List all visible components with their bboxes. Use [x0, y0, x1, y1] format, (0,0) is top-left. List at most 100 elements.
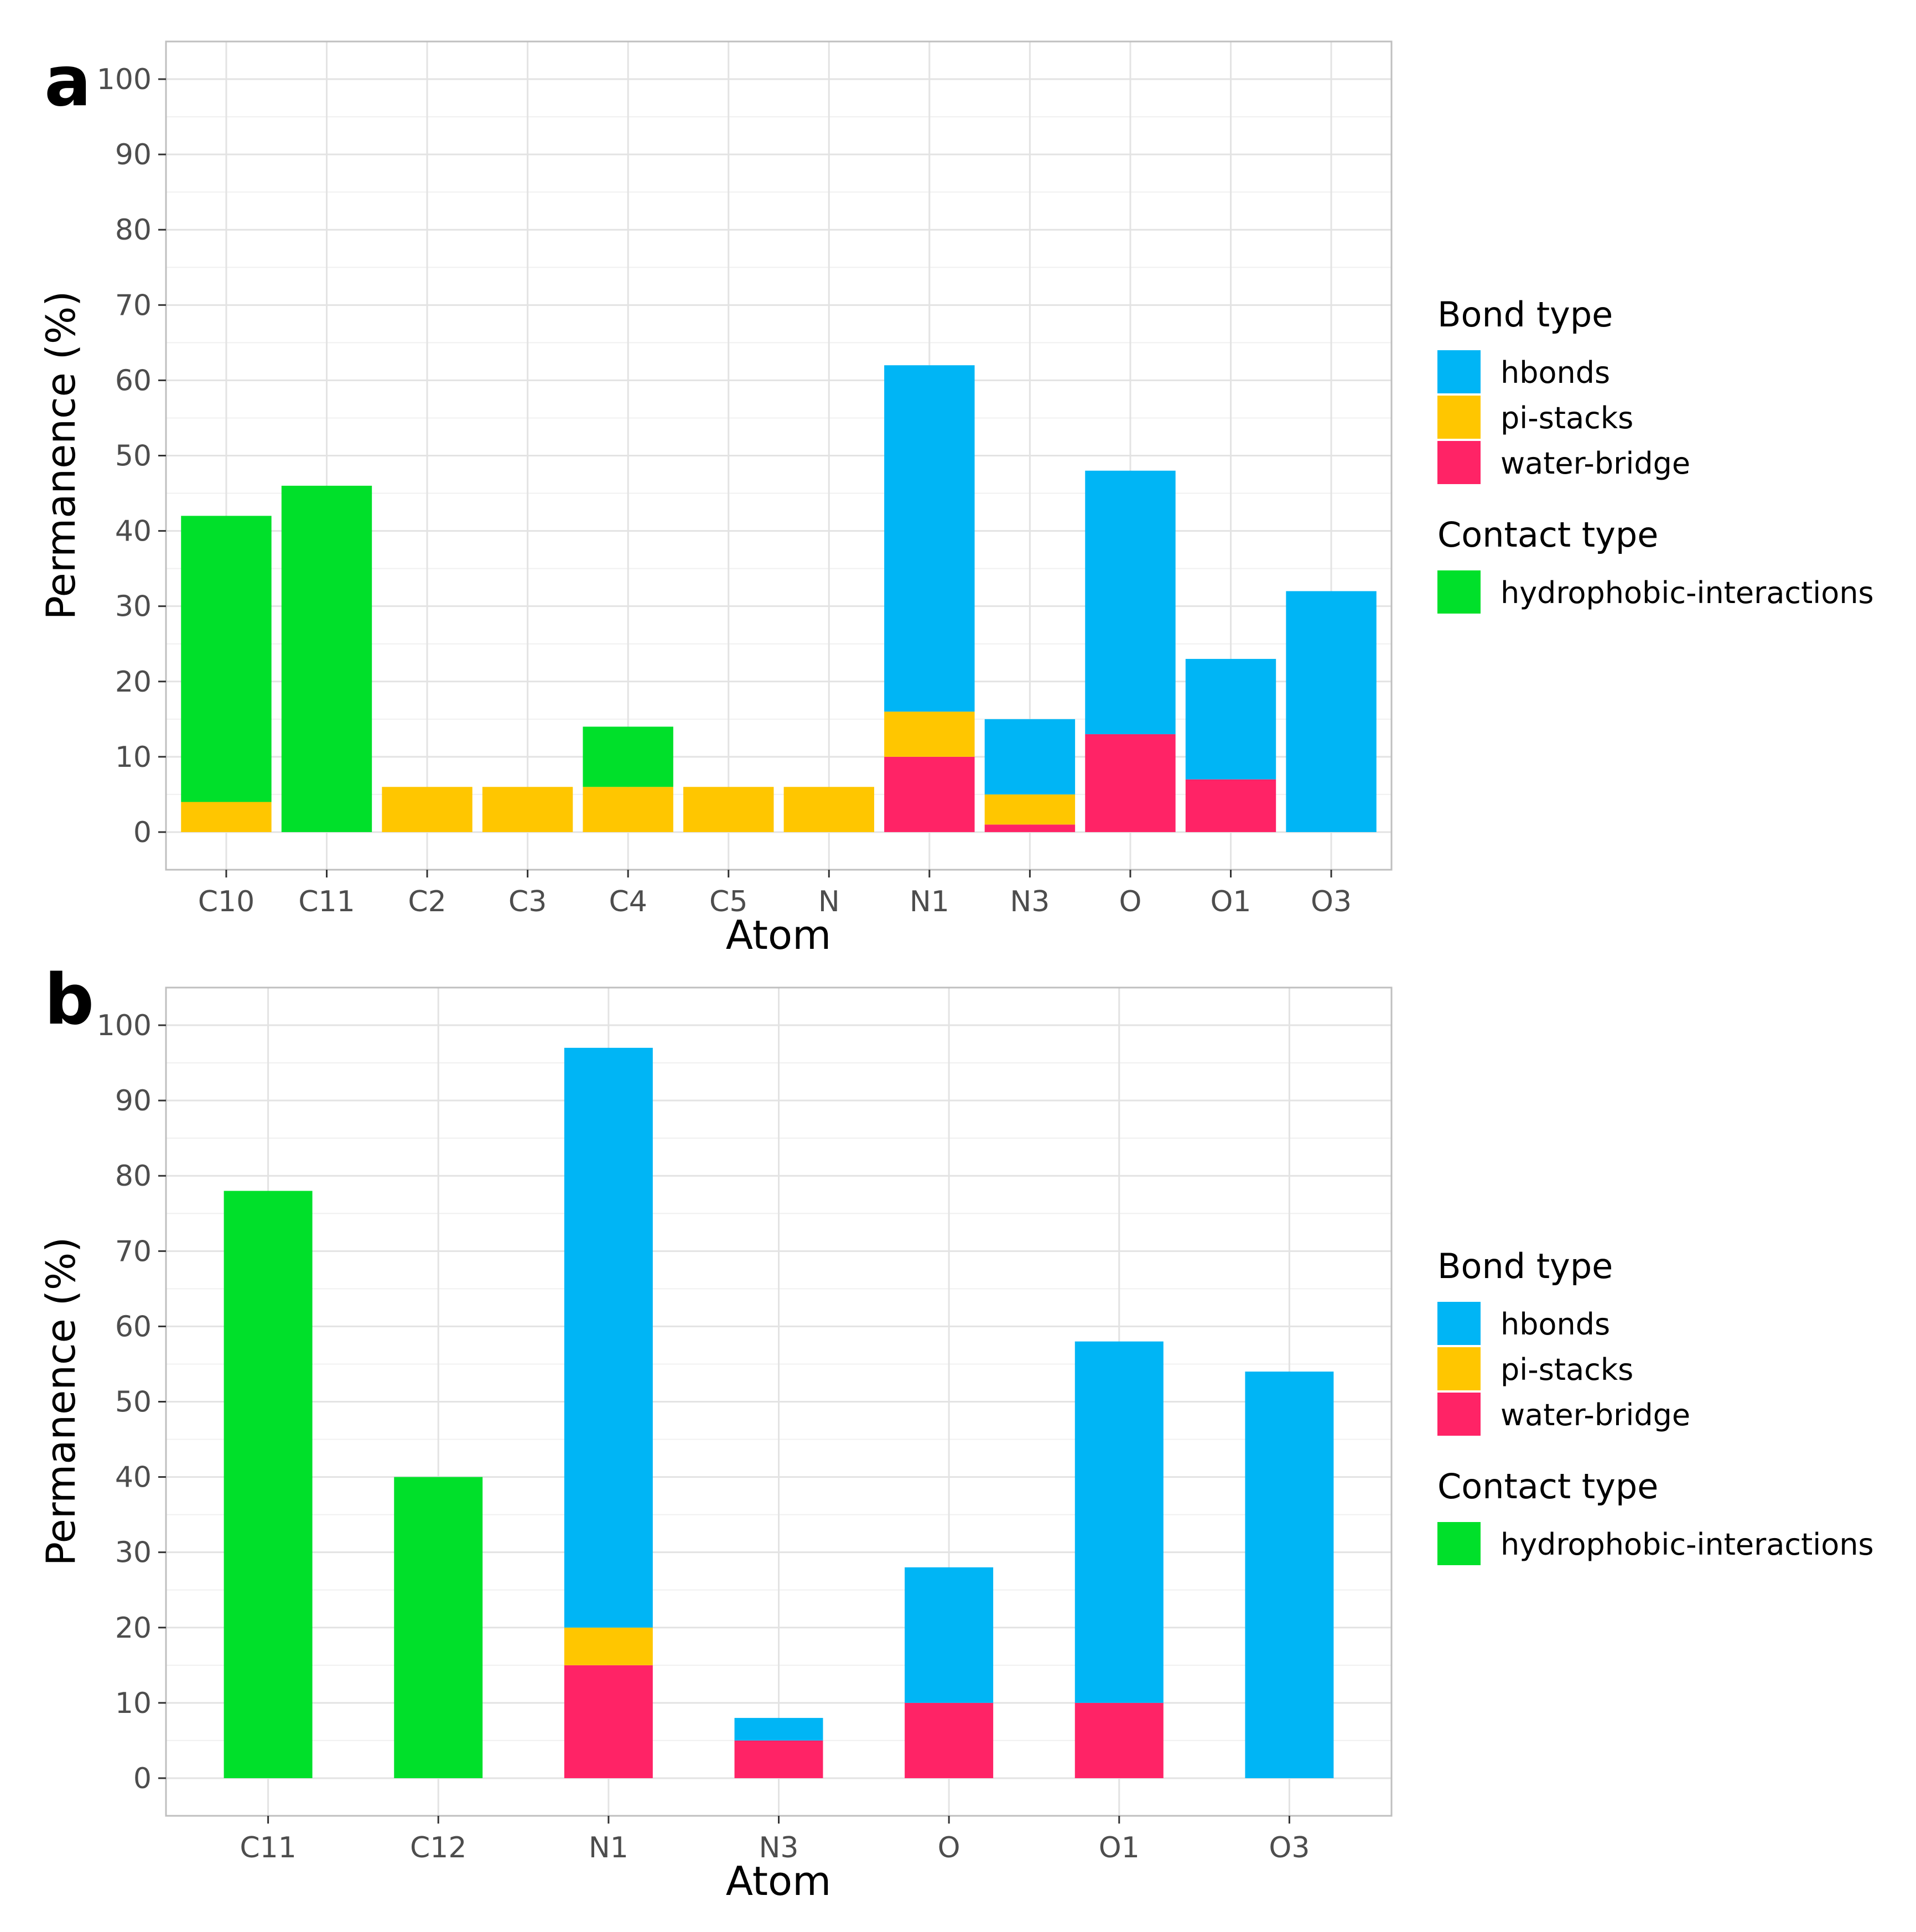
bar-N-pi-stacks: [783, 787, 874, 832]
bar-O1-hbonds: [1074, 1341, 1164, 1703]
bar-C10-hydrophobic-interactions: [181, 516, 272, 802]
bar-O1-water-bridge: [1074, 1702, 1164, 1778]
panel-b-legend-key-hbonds: [1437, 1302, 1481, 1345]
bar-N3-water-bridge: [984, 824, 1076, 832]
bar-N1-hbonds: [564, 1047, 653, 1628]
panel-b-legend-contact-title: Contact type: [1437, 1466, 1658, 1507]
x-tick-label: O: [1119, 885, 1141, 918]
panel-b-legend-label-hydrophobic: hydrophobic-interactions: [1500, 1527, 1874, 1562]
y-tick-label: 80: [115, 214, 152, 247]
y-tick-label: 10: [115, 1687, 152, 1720]
panel-a-legend-label-pi-stacks: pi-stacks: [1500, 401, 1633, 435]
panel-a-legend-key-hbonds: [1437, 350, 1481, 393]
panel-b-legend-label-pi-stacks: pi-stacks: [1500, 1352, 1633, 1387]
x-tick-label: C4: [609, 885, 647, 918]
x-tick-label: C12: [410, 1831, 466, 1865]
panel-a-legend-label-hydrophobic: hydrophobic-interactions: [1500, 575, 1874, 610]
x-tick-label: C11: [240, 1831, 296, 1865]
panel-a-x-ticks: C10 C11 C2 C3 C4 C5 N N1 N3 O O1 O3: [198, 870, 1352, 918]
y-tick-label: 30: [115, 1536, 152, 1570]
panel-b-legend-key-pi-stacks: [1437, 1347, 1481, 1390]
panel-b-legend-label-hbonds: hbonds: [1500, 1307, 1610, 1342]
panel-b-legend-label-water-bridge: water-bridge: [1500, 1398, 1690, 1432]
panel-b-bars: [224, 1047, 1334, 1778]
y-tick-label: 80: [115, 1160, 152, 1193]
y-tick-label: 90: [115, 1084, 152, 1118]
bar-N3-hbonds: [734, 1718, 823, 1741]
y-tick-label: 70: [115, 1235, 152, 1268]
panel-a-legend-contact-title: Contact type: [1437, 515, 1658, 555]
x-tick-label: O3: [1311, 885, 1352, 918]
x-tick-label: N1: [589, 1831, 629, 1865]
panel-b-legend-key-hydrophobic: [1437, 1522, 1481, 1565]
x-tick-label: N3: [759, 1831, 799, 1865]
x-tick-label: O1: [1099, 1831, 1140, 1865]
panel-b-y-ticks: 0 10 20 30 40 50 60 70 80 90 100: [97, 1009, 166, 1795]
y-tick-label: 10: [115, 741, 152, 774]
y-tick-label: 100: [97, 1009, 152, 1042]
bar-C12-hydrophobic-interactions: [394, 1477, 483, 1778]
bar-O1-hbonds: [1185, 658, 1276, 780]
y-tick-label: 50: [115, 1386, 152, 1419]
panel-a-bars: [181, 365, 1377, 832]
panel-a-legend-key-hydrophobic: [1437, 570, 1481, 614]
panel-b-y-axis-title: Permanence (%): [38, 1237, 84, 1566]
panel-a-y-axis-title: Permanence (%): [38, 291, 84, 620]
y-tick-label: 50: [115, 440, 152, 473]
bar-C2-pi-stacks: [382, 787, 472, 832]
panel-a-letter: a: [44, 40, 91, 122]
y-tick-label: 20: [115, 1612, 152, 1645]
y-tick-label: 100: [97, 63, 152, 96]
bar-O3-hbonds: [1245, 1372, 1334, 1778]
x-tick-label: C3: [508, 885, 547, 918]
bar-N1-pi-stacks: [564, 1627, 653, 1665]
panel-b: b 0 10 20 30 40 50 60 70 80 90 100 C11 C12 N1 N3 O O1 O3…: [38, 959, 1874, 1904]
panel-b-legend: Bond type hbonds pi-stacks water-bridge …: [1437, 1246, 1874, 1565]
bar-C10-pi-stacks: [181, 802, 272, 832]
x-tick-label: N3: [1010, 885, 1050, 918]
bar-C4-pi-stacks: [583, 787, 673, 832]
panel-a-legend-label-hbonds: hbonds: [1500, 355, 1610, 390]
x-tick-label: C5: [709, 885, 747, 918]
x-tick-label: O3: [1269, 1831, 1310, 1865]
x-tick-label: C11: [298, 885, 355, 918]
bar-O1-water-bridge: [1185, 779, 1276, 832]
x-tick-label: N1: [910, 885, 949, 918]
bar-N3-pi-stacks: [984, 794, 1076, 825]
bar-N1-water-bridge: [564, 1665, 653, 1778]
panel-b-x-ticks: C11 C12 N1 N3 O O1 O3: [240, 1816, 1310, 1865]
bar-O-hbonds: [905, 1567, 994, 1703]
y-tick-label: 40: [115, 515, 152, 548]
bar-C4-hydrophobic-interactions: [583, 726, 673, 787]
panel-b-letter: b: [44, 959, 94, 1040]
bar-N3-water-bridge: [734, 1740, 823, 1778]
bar-N1-water-bridge: [884, 756, 975, 832]
panel-a: a 0 10 20 30 40 50 60 70 80 90 100 C10 C11 C2 C3 C4 C5 N…: [38, 40, 1874, 958]
bar-C11-hydrophobic-interactions: [281, 485, 372, 832]
bar-O-hbonds: [1085, 470, 1176, 735]
panel-a-legend-bond-title: Bond type: [1437, 294, 1613, 335]
bar-O-water-bridge: [1085, 734, 1176, 832]
y-tick-label: 0: [133, 1762, 152, 1795]
panel-a-legend-label-water-bridge: water-bridge: [1500, 446, 1690, 481]
bar-C3-pi-stacks: [482, 787, 573, 832]
y-tick-label: 90: [115, 138, 152, 172]
x-tick-label: N: [818, 885, 840, 918]
x-tick-label: O: [938, 1831, 960, 1865]
x-tick-label: C2: [408, 885, 446, 918]
panel-a-legend-key-water-bridge: [1437, 441, 1481, 484]
panel-b-legend-key-water-bridge: [1437, 1393, 1481, 1436]
x-tick-label: O1: [1211, 885, 1252, 918]
y-tick-label: 60: [115, 364, 152, 397]
panel-a-y-ticks: 0 10 20 30 40 50 60 70 80 90 100: [97, 63, 166, 849]
bar-O-water-bridge: [905, 1702, 994, 1778]
y-tick-label: 70: [115, 289, 152, 322]
panel-a-x-axis-title: Atom: [726, 912, 831, 958]
y-tick-label: 40: [115, 1461, 152, 1494]
y-tick-label: 60: [115, 1310, 152, 1343]
panel-b-grid: [166, 987, 1391, 1816]
bar-N1-pi-stacks: [884, 711, 975, 757]
bar-N1-hbonds: [884, 365, 975, 712]
panel-a-legend: Bond type hbonds pi-stacks water-bridge …: [1437, 294, 1874, 614]
